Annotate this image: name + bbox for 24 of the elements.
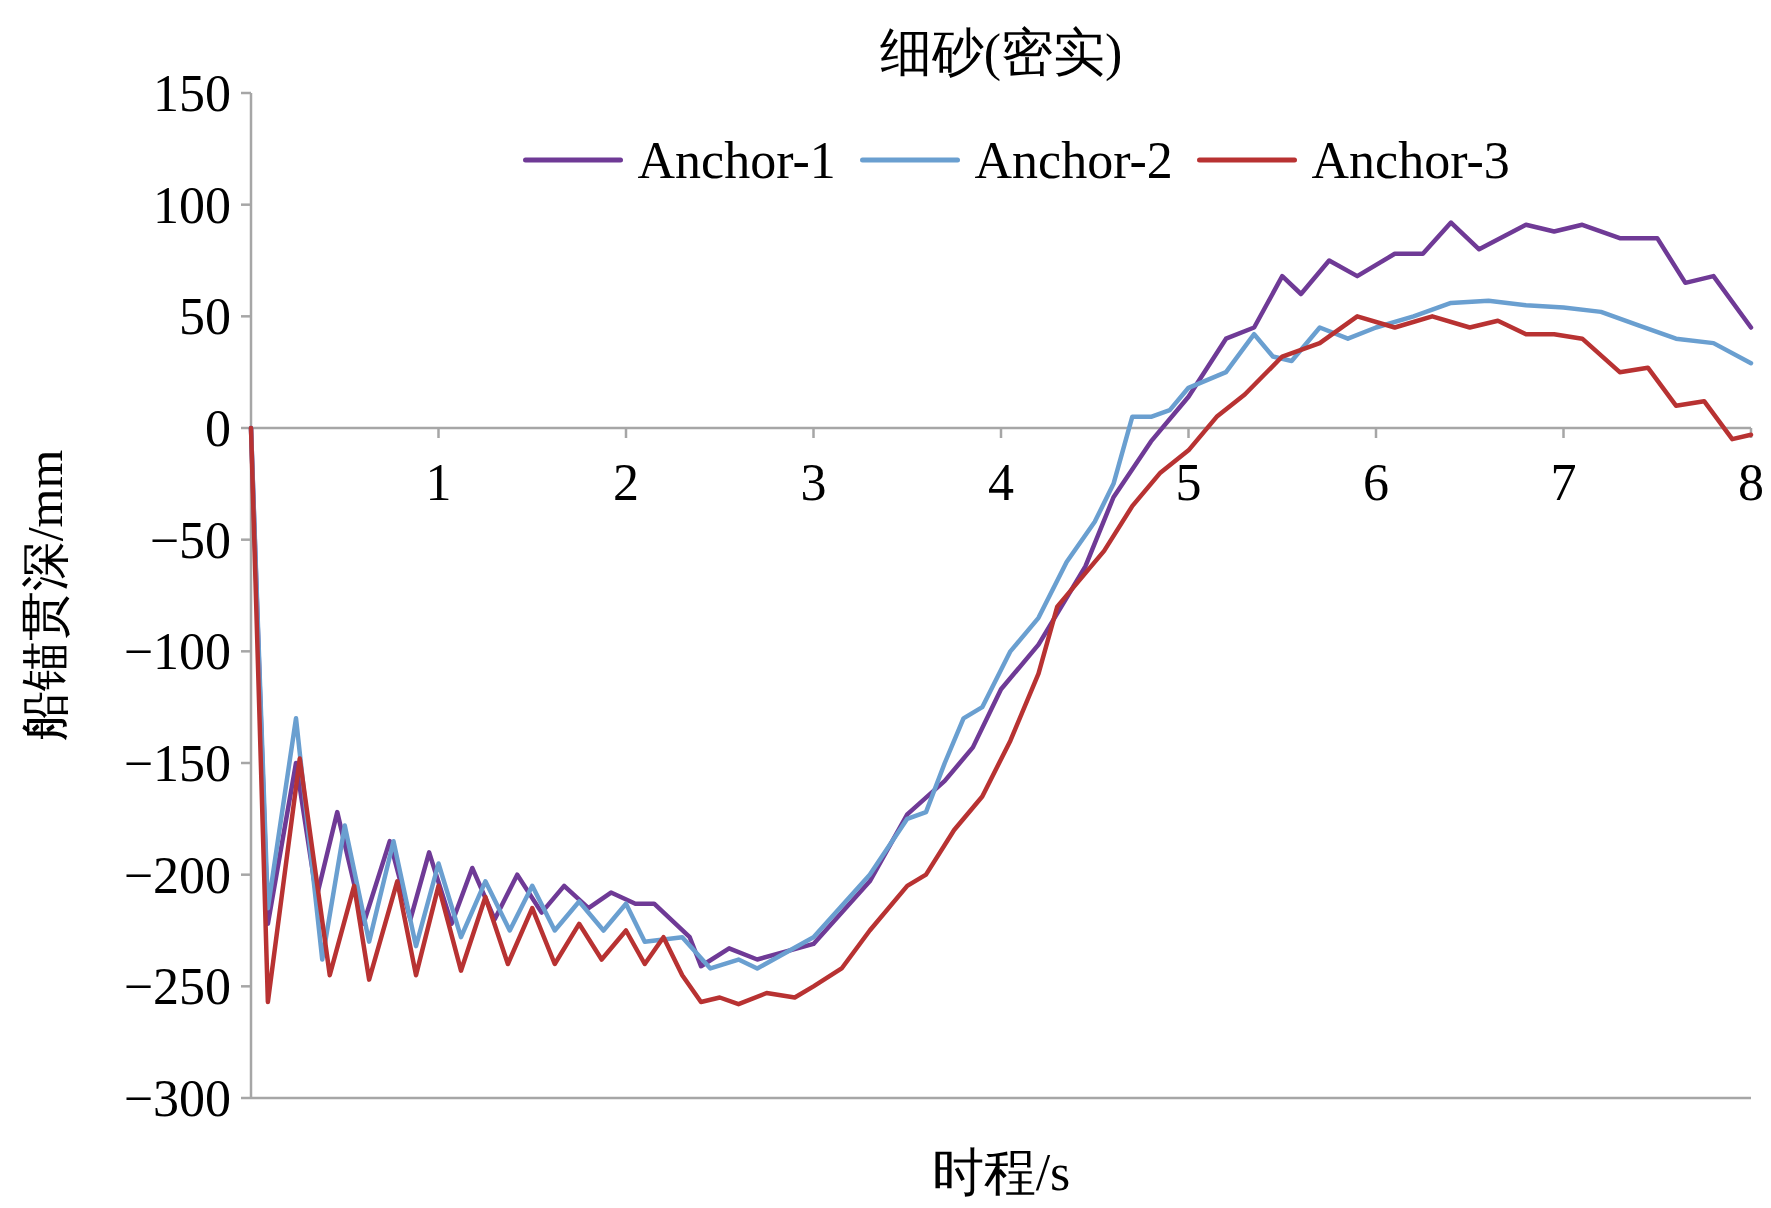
x-tick-label: 4 bbox=[988, 454, 1014, 511]
y-tick-label: 0 bbox=[205, 400, 231, 457]
x-tick-label: 5 bbox=[1175, 454, 1202, 511]
y-axis-title: 船锚贯深/mm bbox=[17, 449, 73, 742]
y-tick-label: −250 bbox=[123, 958, 231, 1016]
legend-label: Anchor-1 bbox=[637, 132, 836, 189]
y-tick-label: 100 bbox=[153, 176, 231, 234]
y-tick-label: −50 bbox=[149, 511, 231, 569]
legend-label: Anchor-3 bbox=[1311, 132, 1510, 189]
x-tick-label: 1 bbox=[425, 454, 452, 511]
y-tick-label: −100 bbox=[123, 623, 231, 681]
x-tick-label: 7 bbox=[1550, 454, 1577, 511]
y-tick-label: 150 bbox=[153, 65, 231, 122]
x-axis-title: 时程/s bbox=[931, 1144, 1071, 1201]
legend-label: Anchor-2 bbox=[974, 132, 1173, 189]
y-tick-label: 50 bbox=[179, 288, 231, 346]
x-tick-label: 6 bbox=[1363, 454, 1389, 511]
x-tick-label: 2 bbox=[613, 454, 639, 511]
chart-title: 细砂(密实) bbox=[879, 24, 1123, 82]
x-tick-label: 8 bbox=[1738, 454, 1764, 511]
x-tick-label: 3 bbox=[800, 454, 827, 511]
y-tick-label: −300 bbox=[123, 1070, 231, 1127]
y-tick-label: −200 bbox=[123, 846, 231, 904]
y-tick-label: −150 bbox=[123, 735, 231, 792]
